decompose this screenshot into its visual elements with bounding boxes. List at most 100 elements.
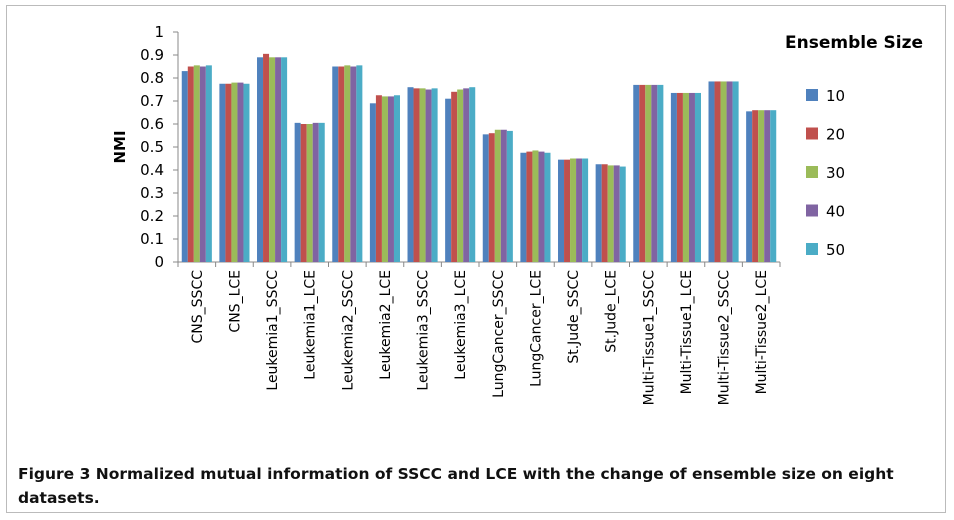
x-tick-label: Leukemia1_SSCC [265, 270, 281, 391]
y-axis-label: NMI [111, 130, 129, 163]
x-tick-label: CNS_LCE [227, 270, 243, 333]
bar [770, 110, 777, 262]
legend-swatch [806, 89, 818, 101]
bar [407, 87, 414, 262]
bar [237, 82, 244, 262]
x-tick-label: Multi-Tissue1_SSCC [641, 270, 657, 406]
y-tick-label: 1 [154, 23, 164, 41]
bar [714, 81, 721, 262]
bar [344, 65, 351, 262]
legend-swatch [806, 204, 818, 217]
bar [445, 98, 452, 262]
bar [758, 110, 765, 262]
bar [431, 88, 438, 262]
y-tick-label: 0.4 [140, 161, 164, 179]
y-tick-label: 0.9 [140, 46, 164, 64]
x-tick-label: Multi-Tissue2_LCE [754, 270, 770, 394]
legend-swatch [806, 166, 818, 178]
bar [607, 165, 614, 262]
bar [393, 95, 400, 262]
chart: NMI Ensemble Size 0 0.1 0.2 0.3 0.4 0.5 0.6 0.7… [111, 23, 923, 406]
y-tick-label: 0 [154, 253, 164, 271]
bar [413, 88, 420, 262]
bar [688, 92, 695, 262]
bar [564, 159, 571, 262]
legend-label: 50 [826, 241, 845, 259]
bar [425, 89, 432, 262]
y-tick-label: 0.7 [140, 92, 164, 110]
bar [312, 122, 319, 262]
legend-label: 40 [826, 203, 845, 221]
bar [193, 65, 200, 262]
bar [544, 152, 551, 262]
bar [708, 81, 715, 262]
bar [463, 88, 470, 262]
x-tick-label: Leukemia2_LCE [378, 270, 394, 380]
legend-swatch [806, 243, 818, 255]
bar [670, 92, 677, 262]
bar [576, 158, 583, 262]
x-tick-label: LungCancer_SSCC [491, 270, 507, 398]
x-tick-label: Leukemia2_SSCC [340, 270, 356, 391]
bar [306, 124, 313, 262]
bar [375, 95, 382, 262]
bar [558, 159, 565, 262]
bar [219, 83, 226, 262]
x-tick-label: Multi-Tissue1_LCE [679, 270, 695, 394]
bar [469, 87, 476, 262]
legend-title: Ensemble Size [785, 33, 923, 53]
x-tick-label: St.Jude_SSCC [566, 270, 582, 364]
y-tick-label: 0.3 [140, 184, 164, 202]
bar [332, 66, 339, 262]
bar [369, 103, 376, 262]
bar [494, 129, 501, 262]
bar [633, 84, 640, 263]
bar [457, 89, 464, 262]
bar [281, 57, 288, 262]
bar [752, 110, 759, 262]
bar [350, 66, 357, 262]
bar [764, 110, 771, 262]
legend-swatch [806, 127, 818, 140]
x-tick-label: CNS_SSCC [190, 270, 206, 344]
legend-label: 10 [826, 87, 845, 105]
y-tick-label: 0.5 [140, 138, 164, 156]
bar [318, 122, 325, 262]
bar [338, 66, 345, 262]
bar [300, 124, 307, 262]
x-tick-label: LungCancer_LCE [528, 270, 544, 387]
legend-label: 30 [826, 164, 845, 182]
bar [243, 83, 250, 262]
x-tick-label: Leukemia1_LCE [303, 270, 319, 380]
x-tick-label: Leukemia3_LCE [453, 270, 469, 380]
bar [682, 92, 689, 262]
bar [482, 134, 489, 262]
bar [506, 130, 513, 262]
bar [231, 82, 238, 262]
figure-frame [6, 5, 946, 513]
x-tick-label: Multi-Tissue2_SSCC [717, 270, 733, 406]
bar [187, 66, 194, 262]
bar [619, 166, 626, 262]
bar [520, 152, 527, 262]
bar [720, 81, 727, 262]
bar [225, 83, 232, 262]
bar [582, 158, 589, 262]
bar [676, 92, 683, 262]
bar [263, 53, 270, 262]
x-tick-label: St.Jude_LCE [604, 270, 620, 353]
bar [451, 91, 458, 262]
bar [694, 92, 701, 262]
y-tick-label: 0.1 [140, 230, 164, 248]
bar [387, 96, 394, 263]
bar [294, 122, 301, 262]
bar [488, 133, 495, 262]
bar [500, 129, 507, 262]
bar [356, 65, 363, 262]
bar [570, 158, 577, 262]
legend-label: 20 [826, 126, 845, 144]
bar [538, 151, 545, 262]
x-tick-label: Leukemia3_SSCC [416, 270, 432, 391]
bar [613, 165, 620, 262]
bar [269, 57, 276, 262]
